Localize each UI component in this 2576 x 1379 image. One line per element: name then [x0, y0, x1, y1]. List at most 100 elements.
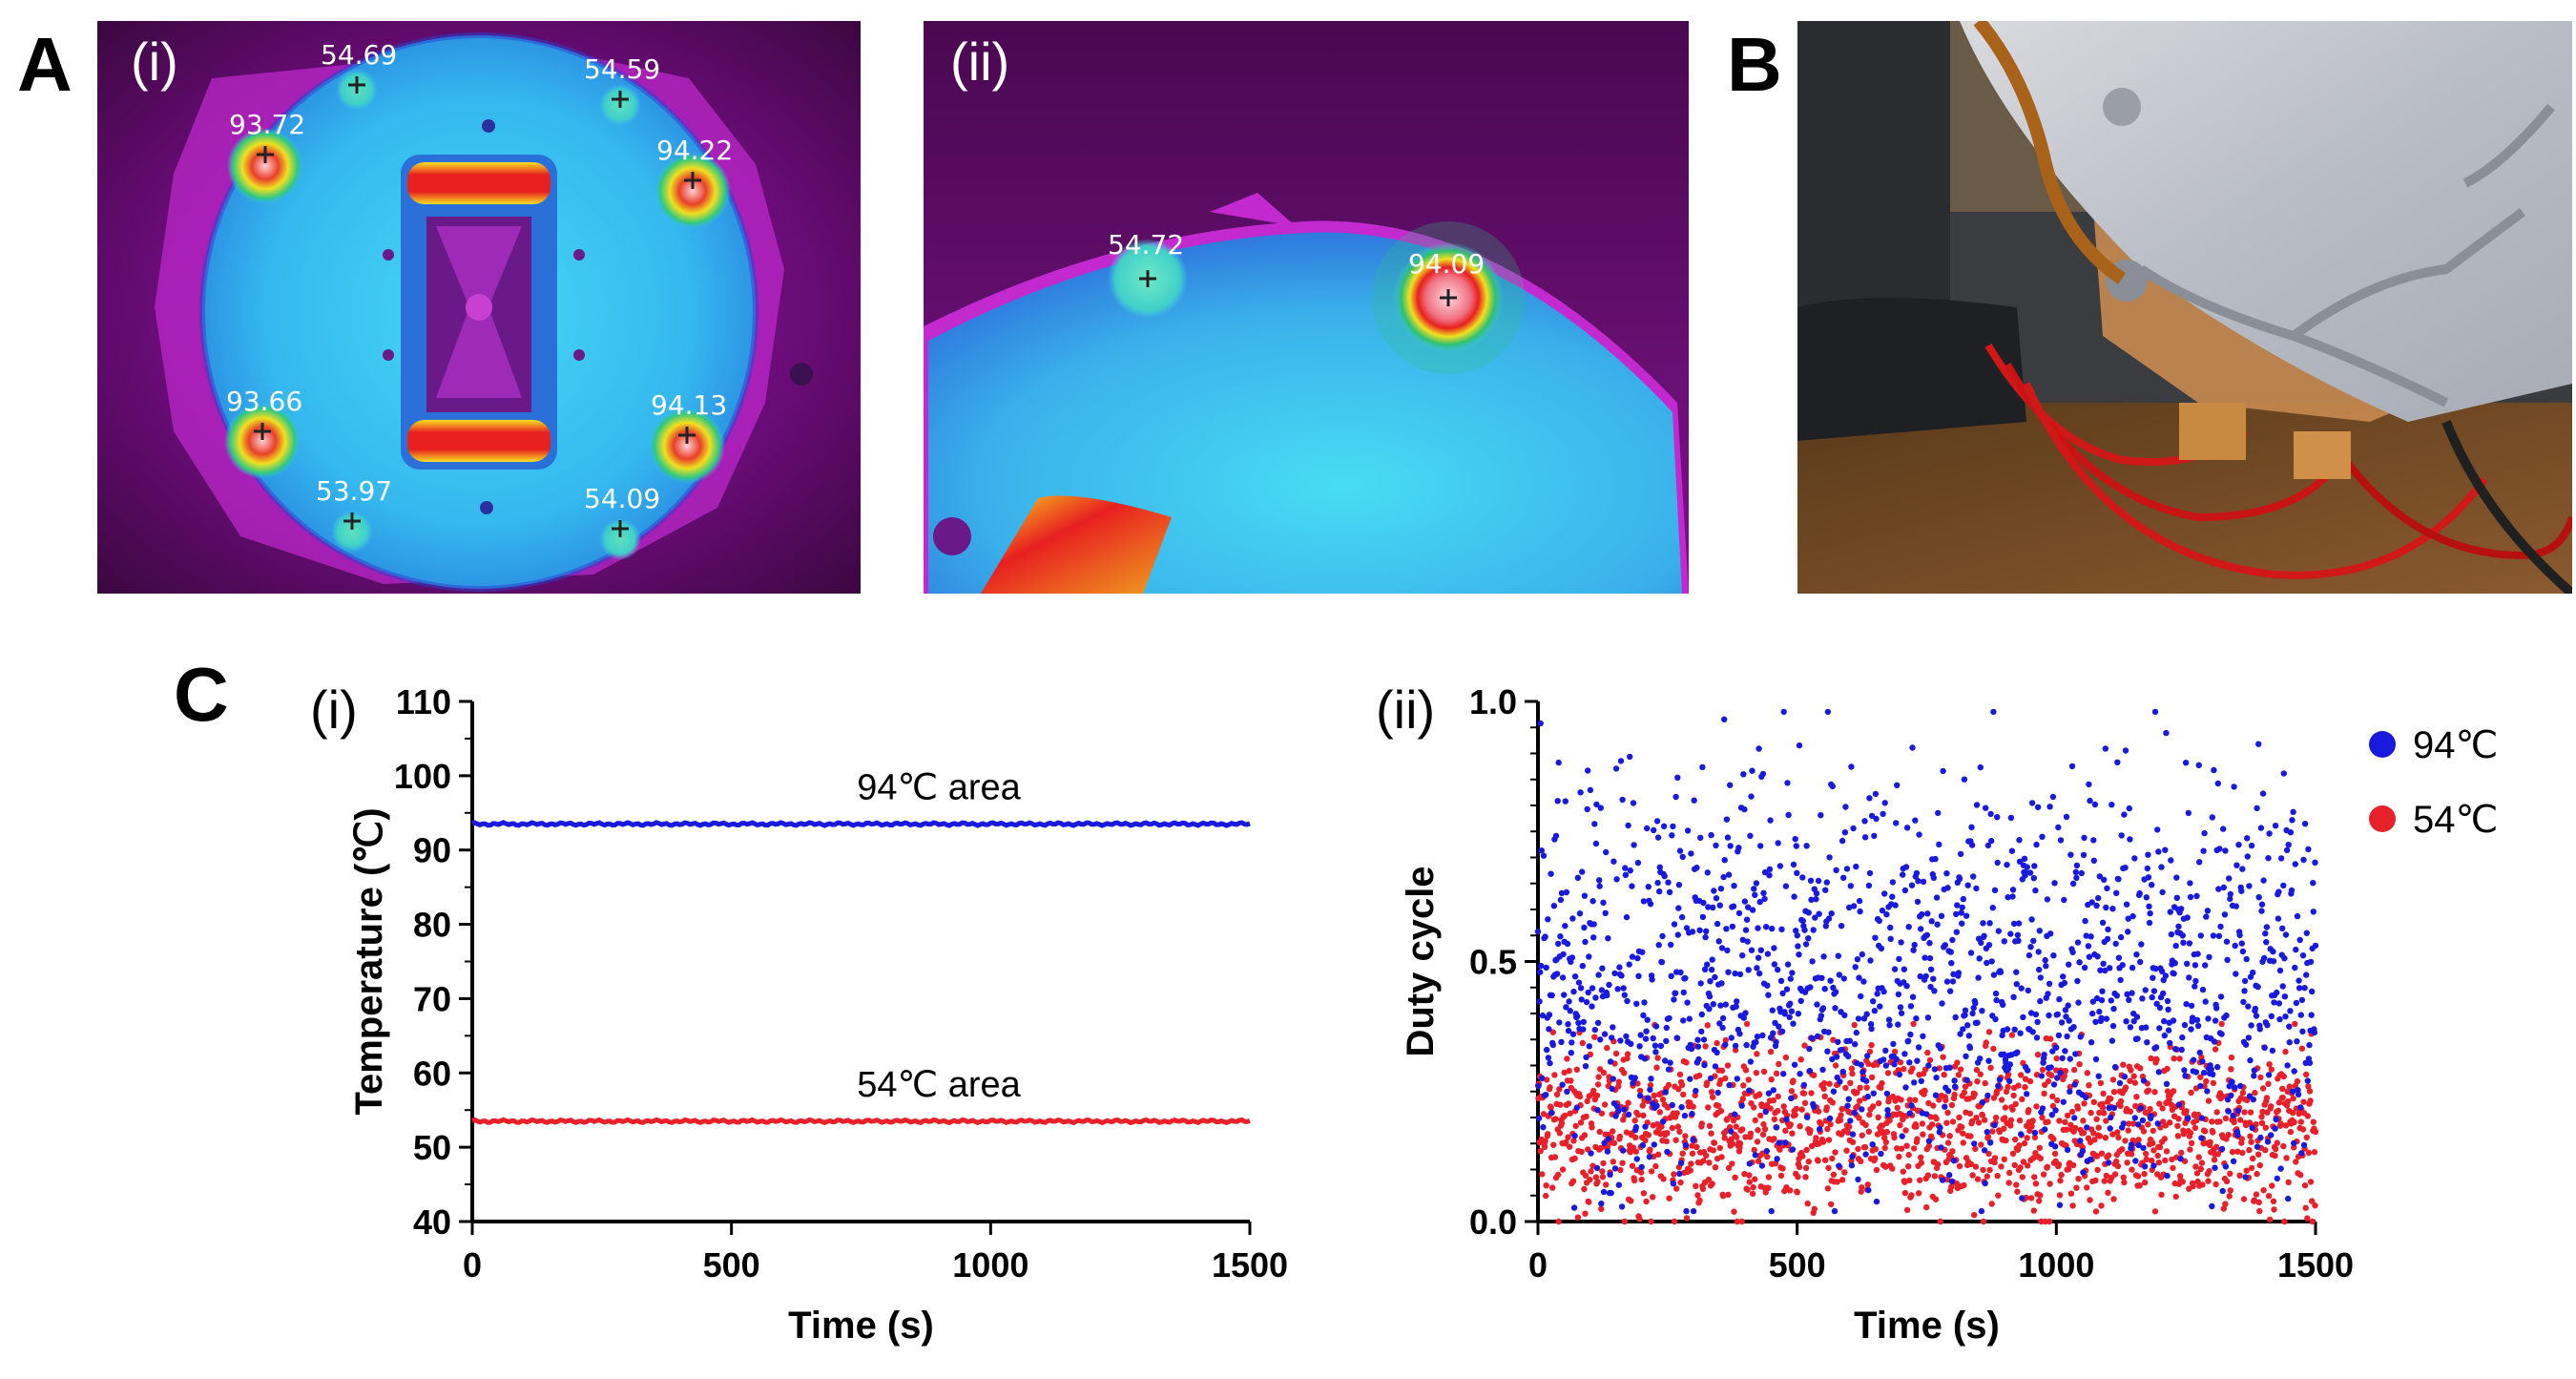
data-point — [2287, 829, 2295, 836]
data-point — [2100, 1090, 2107, 1097]
data-point — [1822, 887, 1829, 893]
data-point — [1535, 1082, 1542, 1090]
data-point — [1881, 800, 1888, 806]
x-tick-label: 500 — [1769, 1245, 1826, 1285]
data-point — [1615, 1181, 1622, 1188]
data-point — [1564, 940, 1571, 948]
data-point — [2074, 977, 2081, 985]
data-point — [1639, 1141, 1646, 1149]
data-point — [2303, 930, 2310, 936]
data-point — [2172, 1046, 2179, 1053]
data-point — [1622, 871, 1630, 878]
data-point — [2146, 903, 2152, 909]
data-point — [1653, 818, 1661, 825]
data-point — [1700, 1158, 1707, 1164]
data-point — [1803, 843, 1810, 849]
data-point — [2046, 1181, 2053, 1187]
data-point — [2018, 1131, 2025, 1138]
data-point — [2057, 1069, 2064, 1076]
data-point — [1901, 887, 1909, 894]
data-point — [1683, 1207, 1690, 1215]
data-point — [2255, 1199, 2262, 1205]
data-point — [1770, 1087, 1776, 1094]
data-point — [1631, 1075, 1638, 1081]
data-point — [2053, 1055, 2060, 1062]
data-point — [2016, 837, 2023, 844]
data-point — [2204, 908, 2212, 914]
data-point — [2186, 974, 2192, 981]
data-point — [1815, 1158, 1821, 1164]
data-point — [1666, 1014, 1672, 1022]
data-point — [1891, 1048, 1899, 1055]
data-point — [1621, 1070, 1628, 1076]
data-point — [1953, 1180, 1960, 1187]
data-point — [1805, 909, 1812, 916]
data-point — [2072, 1051, 2079, 1057]
data-point — [2089, 998, 2096, 1005]
data-point — [2283, 846, 2291, 854]
data-point — [1808, 1090, 1815, 1097]
data-point — [1777, 977, 1785, 984]
data-point — [2099, 919, 2107, 926]
data-point — [1851, 1021, 1858, 1029]
x-tick-label: 0 — [463, 1245, 482, 1285]
data-point — [1703, 1152, 1710, 1160]
data-point — [2121, 811, 2128, 818]
data-point — [1568, 1039, 1575, 1046]
data-point — [2237, 1082, 2244, 1090]
data-point — [2170, 1088, 2177, 1095]
data-point — [1695, 1072, 1703, 1079]
data-point — [2291, 1139, 2297, 1147]
data-point — [2161, 1136, 2168, 1142]
data-point — [1946, 1172, 1953, 1179]
data-point — [1777, 1172, 1785, 1180]
data-point — [1765, 1184, 1772, 1191]
data-point — [1767, 817, 1774, 824]
data-point — [1648, 1168, 1655, 1175]
data-point — [1974, 1176, 1982, 1182]
data-point — [1873, 1166, 1880, 1174]
data-point — [2233, 971, 2239, 977]
data-point — [1582, 1210, 1589, 1217]
data-point — [2248, 842, 2255, 849]
data-point — [1732, 970, 1738, 977]
data-point — [2000, 1001, 2006, 1008]
data-point — [2073, 1184, 2080, 1191]
data-point — [1908, 1192, 1915, 1199]
data-point — [2056, 1201, 2064, 1208]
data-point — [1599, 1174, 1607, 1181]
data-point — [1885, 1016, 1893, 1023]
data-point — [2031, 863, 2038, 869]
data-point — [1585, 767, 1591, 774]
data-point — [1586, 1043, 1592, 1050]
data-point — [1946, 1064, 1953, 1071]
data-point — [1966, 1044, 1974, 1052]
data-point — [1689, 1150, 1696, 1157]
data-point — [1612, 765, 1620, 772]
data-point — [1752, 1152, 1758, 1159]
data-point — [2242, 1041, 2250, 1048]
data-point — [1586, 953, 1592, 960]
data-point — [1847, 883, 1854, 889]
data-point — [2036, 966, 2043, 973]
data-point — [2041, 1052, 2047, 1058]
data-point — [2275, 1107, 2282, 1114]
data-point — [1543, 964, 1549, 972]
data-point — [2187, 880, 2193, 887]
data-point — [2164, 997, 2171, 1005]
data-point — [1813, 1135, 1819, 1141]
data-point — [1615, 1107, 1622, 1115]
data-point — [1664, 1130, 1671, 1137]
data-point — [2050, 952, 2057, 959]
data-point — [1799, 917, 1806, 925]
data-point — [1799, 1153, 1806, 1160]
data-point — [1568, 1050, 1574, 1056]
data-point — [1900, 1168, 1906, 1175]
crosshair-icon — [678, 427, 696, 444]
data-point — [1705, 1176, 1713, 1183]
data-point — [1579, 868, 1586, 875]
data-point — [2255, 1151, 2262, 1158]
data-point — [1918, 1160, 1924, 1166]
data-point — [1669, 832, 1675, 839]
data-point — [1700, 899, 1707, 907]
